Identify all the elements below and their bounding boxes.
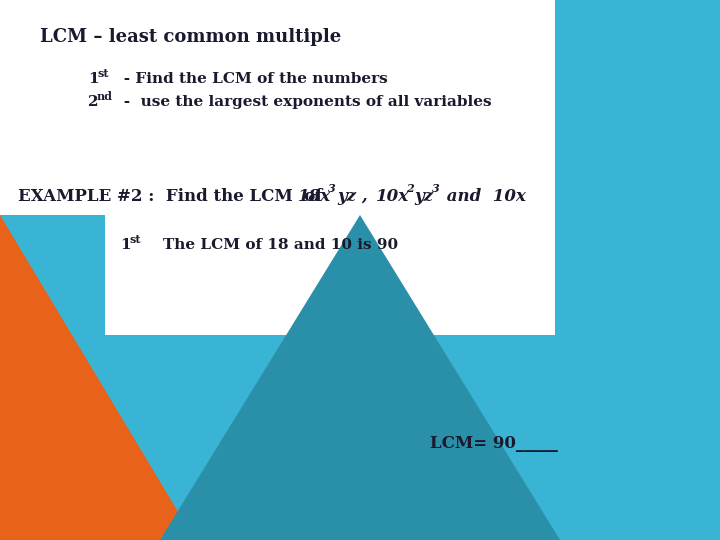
Text: 18x: 18x xyxy=(298,188,331,205)
Text: 2: 2 xyxy=(88,95,99,109)
Polygon shape xyxy=(0,0,555,215)
Text: 1: 1 xyxy=(120,238,130,252)
Text: - Find the LCM of the numbers: - Find the LCM of the numbers xyxy=(108,72,388,86)
Text: and  10x: and 10x xyxy=(441,188,526,205)
Text: st: st xyxy=(97,68,109,79)
Text: yz: yz xyxy=(414,188,433,205)
Text: nd: nd xyxy=(97,91,113,102)
Text: LCM – least common multiple: LCM – least common multiple xyxy=(40,28,341,46)
Text: The LCM of 18 and 10 is 90: The LCM of 18 and 10 is 90 xyxy=(142,238,398,252)
Text: -  use the largest exponents of all variables: - use the largest exponents of all varia… xyxy=(108,95,492,109)
Text: 3: 3 xyxy=(328,183,336,194)
Polygon shape xyxy=(160,215,560,540)
Text: 1: 1 xyxy=(88,72,99,86)
Text: 10x: 10x xyxy=(376,188,409,205)
Text: 2: 2 xyxy=(406,183,414,194)
Text: 3: 3 xyxy=(432,183,440,194)
Text: yz ,: yz , xyxy=(337,188,368,205)
Polygon shape xyxy=(105,215,555,335)
Text: st: st xyxy=(129,234,140,245)
Polygon shape xyxy=(430,0,720,540)
Text: EXAMPLE #2 :  Find the LCM  of: EXAMPLE #2 : Find the LCM of xyxy=(18,188,334,205)
Text: LCM= 90_____: LCM= 90_____ xyxy=(430,435,558,452)
Polygon shape xyxy=(0,0,555,215)
Polygon shape xyxy=(0,215,195,540)
